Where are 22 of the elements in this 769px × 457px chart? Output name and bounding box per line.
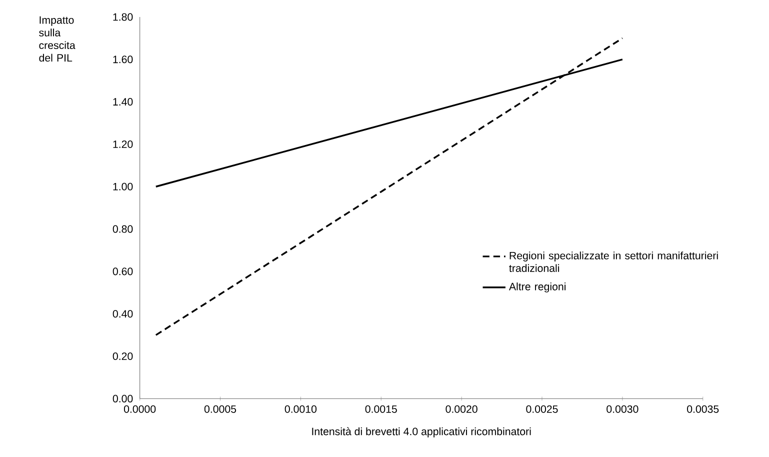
legend-label: Altre regioni [508, 282, 566, 292]
x-tick-label: 0.0035 [687, 405, 719, 413]
y-tick-label: 1.00 [113, 182, 133, 190]
y-axis-title: Impatto sulla crescita del PIL [39, 16, 76, 62]
x-axis-title: Intensità di brevetti 4.0 applicativi ricombinatori [312, 427, 531, 438]
x-tick-label: 0.0005 [204, 405, 236, 413]
y-tick-label: 1.20 [113, 140, 133, 148]
x-tick-label: 0.0025 [526, 405, 558, 413]
y-tick-label: 0.80 [112, 225, 133, 233]
y-tick-label: 1.80 [113, 13, 133, 21]
x-tick-label: 0.0015 [365, 405, 397, 413]
x-tick-label: 0.0010 [284, 405, 317, 413]
x-tick-label: 0.0020 [446, 405, 478, 413]
y-tick-label: 1.60 [113, 56, 133, 64]
x-tick-label: 0.0000 [124, 405, 156, 413]
y-tick-label: 0.40 [112, 310, 133, 318]
y-tick-label: 0.60 [112, 268, 133, 276]
legend-label: Regioni specializzate in settori manifatturieri tradizionali [509, 251, 718, 272]
y-tick-label: 1.40 [113, 98, 133, 106]
x-tick-label: 0.0030 [606, 405, 638, 413]
y-tick-label: 0.20 [112, 352, 133, 360]
y-tick-label: 0.00 [112, 394, 133, 402]
